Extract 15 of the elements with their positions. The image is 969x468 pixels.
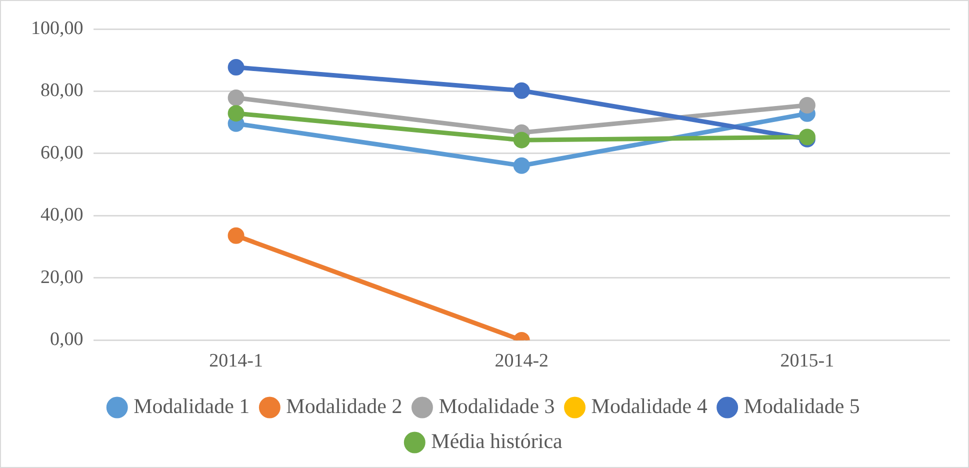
x-tick-label: 2014-1 <box>209 350 263 372</box>
y-tick-label: 60,00 <box>40 142 84 164</box>
y-tick-label: 20,00 <box>40 266 84 288</box>
y-tick-label: 80,00 <box>40 80 84 102</box>
legend-label: Média histórica <box>431 429 564 454</box>
y-tick-label: 0,00 <box>50 329 84 350</box>
y-tick-label: 40,00 <box>40 204 84 226</box>
legend-label: Modalidade 4 <box>591 394 708 418</box>
legend-label: Modalidade 5 <box>744 394 860 418</box>
x-tick-label: 2014-2 <box>494 350 549 372</box>
legend-label: Modalidade 1 <box>134 394 250 418</box>
y-tick-label: 100,00 <box>31 18 84 39</box>
legend-label: Modalidade 2 <box>286 394 402 418</box>
x-tick-label: 2015-1 <box>780 350 834 372</box>
legend-label: Modalidade 3 <box>438 394 555 418</box>
